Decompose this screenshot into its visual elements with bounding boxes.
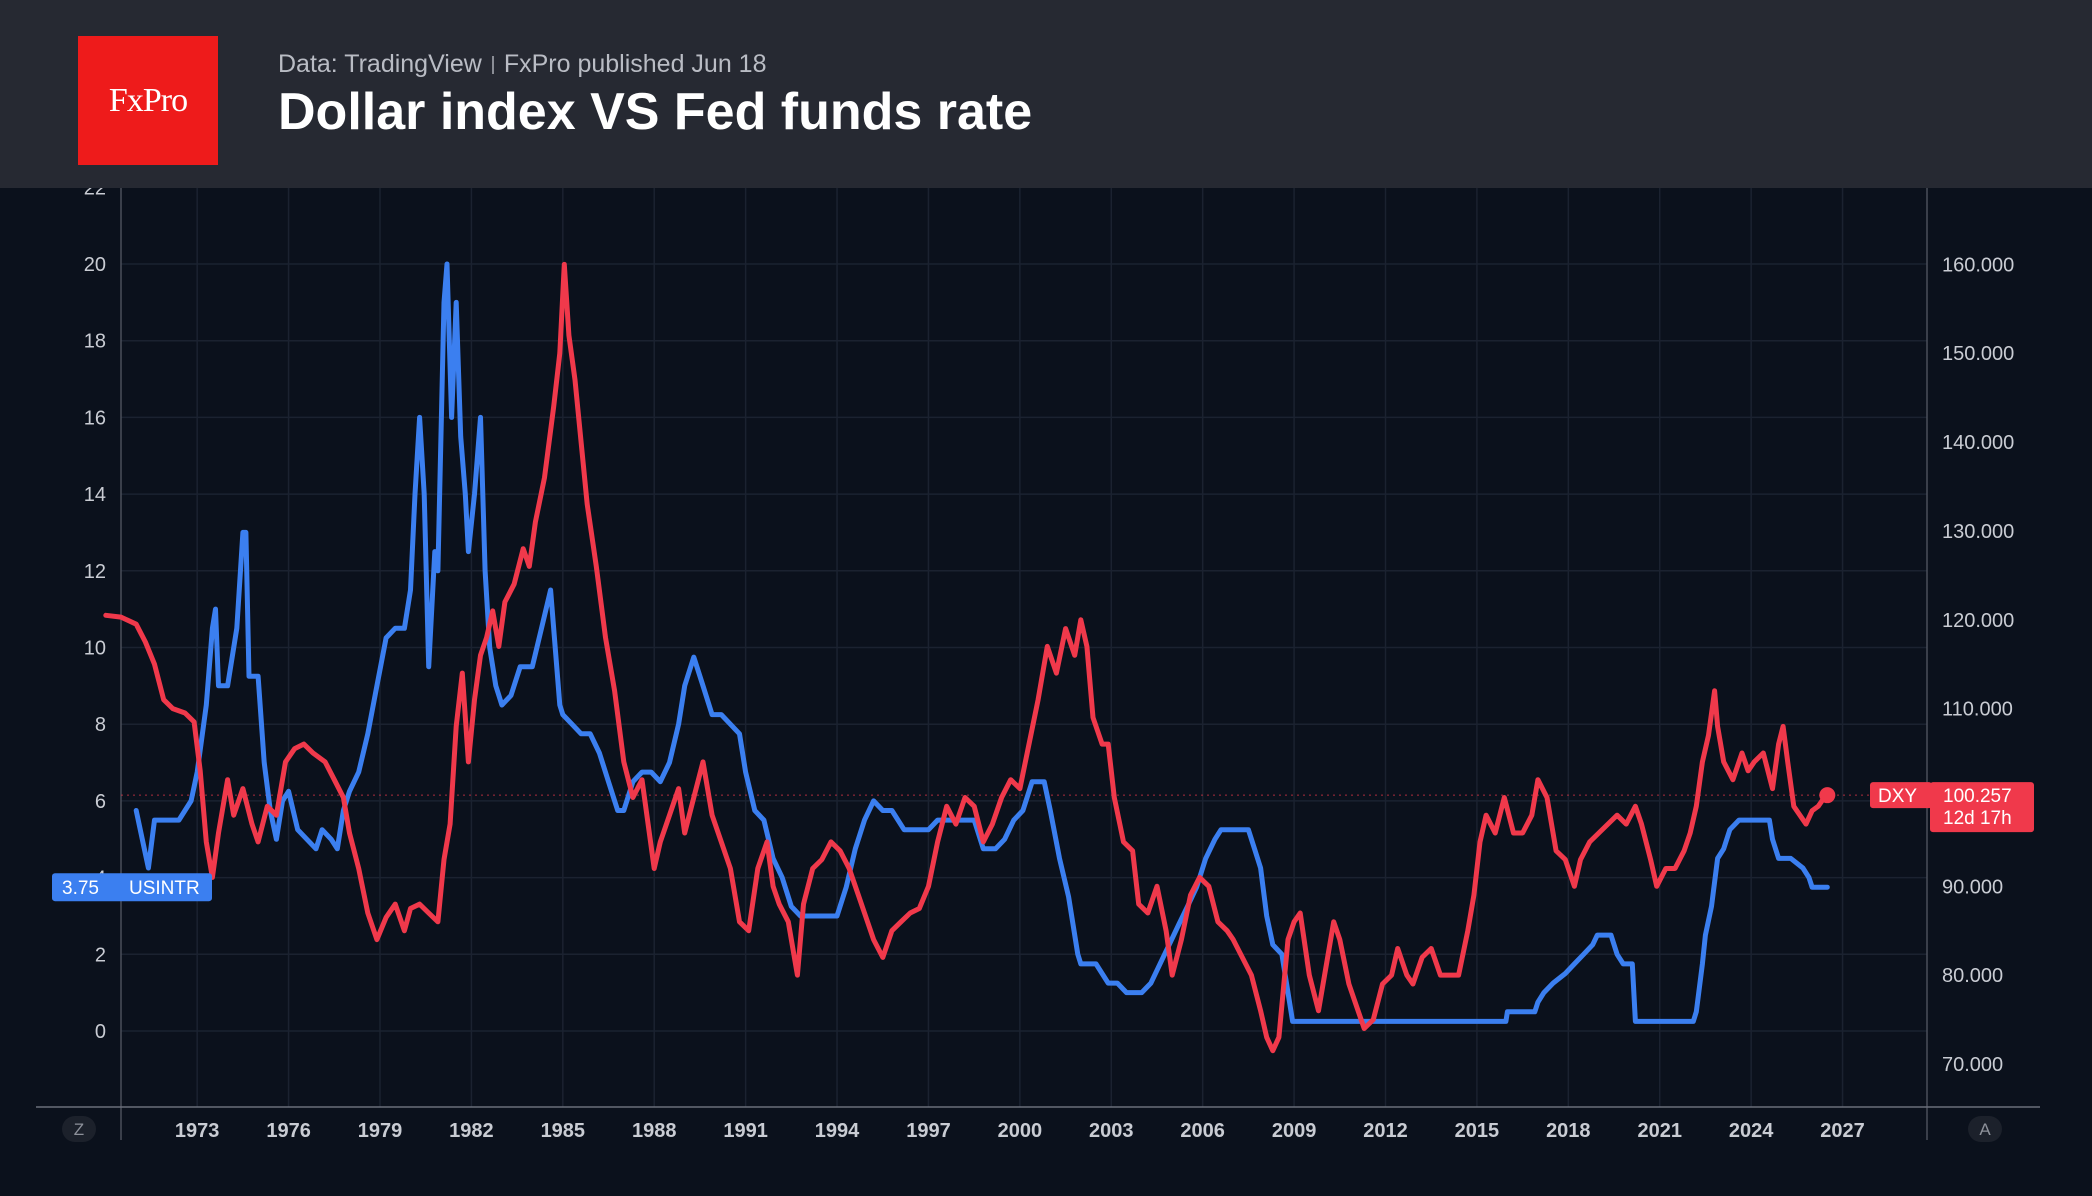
right-axis-tick-label: 160.000 (1942, 254, 2014, 276)
left-axis-tick-label: 12 (84, 561, 106, 583)
dxy-series-line[interactable] (103, 261, 1830, 1054)
x-axis-tick-label: 2027 (1820, 1120, 1865, 1142)
usintr-label-bg (52, 873, 212, 902)
x-axis-tick-label: 1973 (175, 1120, 220, 1142)
left-axis-tick-label: 0 (95, 1021, 106, 1043)
left-axis-tick-label: 20 (84, 254, 106, 276)
data-source: Data: TradingView (278, 50, 482, 78)
left-axis-tick-label: 16 (84, 407, 106, 429)
separator (491, 56, 494, 75)
usintr-series-line[interactable] (133, 261, 1830, 1024)
x-axis-tick-label: 1976 (266, 1120, 311, 1142)
left-axis-tick-label: 10 (84, 638, 106, 660)
right-axis-tick-label: 130.000 (1942, 521, 2014, 543)
source-line: Data: TradingView FxPro published Jun 18 (278, 50, 767, 79)
page-title: Dollar index VS Fed funds rate (278, 83, 1033, 141)
left-axis-tick-label: 2 (95, 944, 106, 966)
fxpro-logo: FxPro (78, 36, 218, 165)
auto-scale-label: A (1979, 1120, 1991, 1139)
x-axis-tick-label: 2000 (998, 1120, 1043, 1142)
x-axis-tick-label: 2012 (1363, 1120, 1408, 1142)
left-axis-tick-label: 18 (84, 331, 106, 353)
dxy-last-point (1819, 787, 1836, 804)
dxy-label-name-bg (1870, 782, 1932, 809)
right-axis-tick-label: 90.000 (1942, 876, 2003, 898)
x-axis-tick-label: 1997 (906, 1120, 951, 1142)
auto-scale-button[interactable]: A (1968, 1116, 2002, 1142)
right-axis-tick-label: 140.000 (1942, 432, 2014, 454)
dxy-label-value: 100.257 (1943, 786, 2012, 807)
logo-text: FxPro (108, 81, 188, 119)
left-axis-tick-label: 14 (84, 484, 106, 506)
left-axis-tick-label: 6 (95, 791, 106, 813)
x-axis-tick-label: 1985 (541, 1120, 586, 1142)
right-axis-tick-label: 110.000 (1942, 699, 2013, 721)
x-axis-tick-label: 2024 (1729, 1120, 1774, 1142)
right-axis-tick-label: 70.000 (1942, 1054, 2003, 1076)
x-axis-tick-label: 2009 (1272, 1120, 1317, 1142)
scale-mode-left-button[interactable]: Z (62, 1116, 96, 1142)
usintr-label-name: USINTR (129, 878, 200, 899)
header: FxPro Data: TradingView FxPro published J… (0, 0, 2092, 188)
x-axis-tick-label: 2018 (1546, 1120, 1591, 1142)
usintr-price-label[interactable]: 3.75 USINTR (52, 873, 212, 902)
usintr-label-value: 3.75 (62, 878, 99, 899)
left-axis-tick-label: 22 (84, 188, 106, 199)
x-axis-tick-label: 1982 (449, 1120, 494, 1142)
x-axis-labels: 1973 1976 1979 1982 1985 1988 1991 1994 1997 2000… (175, 1120, 1865, 1142)
dxy-price-label[interactable]: DXY 100.257 12d 17h (1870, 782, 2034, 833)
x-axis-tick-label: 1994 (815, 1120, 860, 1142)
x-axis-tick-label: 1979 (358, 1120, 403, 1142)
scale-mode-left-label: Z (74, 1120, 84, 1139)
dxy-label-name: DXY (1878, 786, 1917, 807)
x-axis-tick-label: 2006 (1180, 1120, 1225, 1142)
x-axis-tick-label: 1988 (632, 1120, 677, 1142)
x-axis-tick-label: 2003 (1089, 1120, 1134, 1142)
x-axis-tick-label: 2021 (1637, 1120, 1682, 1142)
right-axis-tick-label: 80.000 (1942, 965, 2003, 987)
right-axis-tick-label: 120.000 (1942, 610, 2014, 632)
left-axis-labels: 0246810121416182022 (84, 188, 106, 1043)
right-axis-labels: 70.00080.00090.000100.000110.000120.0001… (1942, 254, 2014, 1076)
x-axis-tick-label: 2015 (1455, 1120, 1500, 1142)
published-date: FxPro published Jun 18 (503, 50, 767, 78)
right-axis-tick-label: 150.000 (1942, 343, 2014, 365)
x-axis-tick-label: 1991 (723, 1120, 768, 1142)
dxy-label-value-bg (1930, 782, 2034, 833)
dxy-countdown: 12d 17h (1943, 808, 2012, 829)
grid (121, 188, 1927, 1107)
left-axis-tick-label: 8 (95, 714, 106, 736)
chart[interactable]: 0246810121416182022 70.00080.00090.00010… (0, 188, 2092, 1196)
